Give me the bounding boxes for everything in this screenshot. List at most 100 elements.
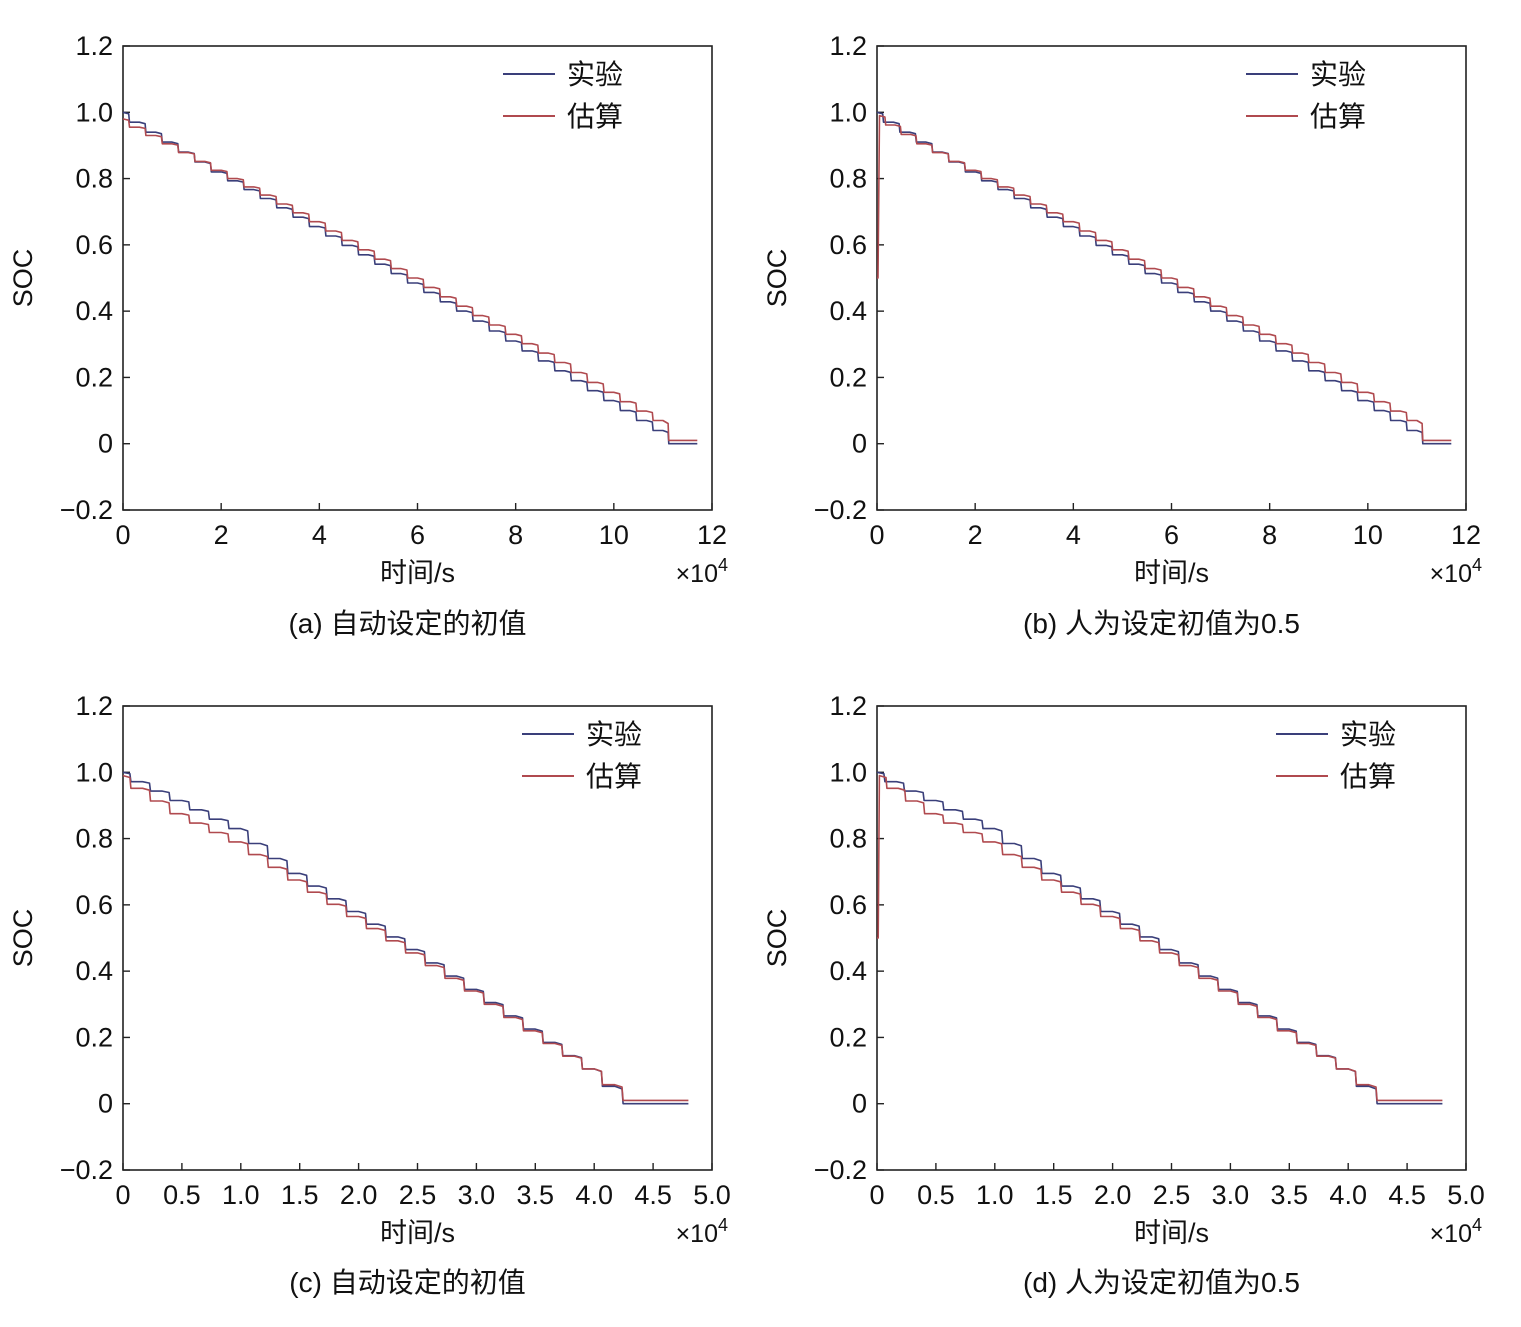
x-tick-label: 4 (1066, 520, 1081, 550)
x-multiplier: ×104 (1430, 1215, 1482, 1248)
x-axis-title: 时间/s (1134, 1218, 1209, 1248)
x-axis-title: 时间/s (1134, 558, 1209, 588)
x-axis-title: 时间/s (380, 1218, 455, 1248)
x-tick-label: 2.0 (340, 1180, 378, 1210)
y-tick-label: 0.4 (75, 296, 113, 326)
y-tick-label: 1.0 (829, 757, 867, 787)
y-tick-label: 0.6 (829, 890, 867, 920)
x-tick-label: 0 (115, 520, 130, 550)
x-tick-label: 4.0 (575, 1180, 613, 1210)
legend-label-1: 估算 (1340, 761, 1396, 792)
y-tick-label: 1.2 (829, 691, 867, 721)
x-multiplier-exp: 4 (718, 1215, 728, 1235)
x-tick-label: 2.0 (1094, 1180, 1132, 1210)
x-multiplier-base: ×10 (676, 560, 718, 588)
series-line-0 (876, 111, 1452, 445)
y-tick-label: 0.4 (75, 956, 113, 986)
x-tick-label: 1.0 (976, 1180, 1014, 1210)
y-tick-label: −0.2 (60, 495, 113, 525)
x-multiplier-exp: 4 (1472, 555, 1482, 575)
y-tick-label: 0.2 (829, 1022, 867, 1052)
x-tick-label: 2.5 (1153, 1180, 1191, 1210)
x-tick-label: 8 (508, 520, 523, 550)
y-tick-label: 0 (98, 1089, 113, 1119)
y-tick-label: 0.8 (75, 824, 113, 854)
x-tick-label: 6 (410, 520, 425, 550)
x-tick-label: 4.5 (1388, 1180, 1426, 1210)
legend-label-1: 估算 (586, 761, 642, 792)
x-tick-label: 12 (697, 520, 727, 550)
y-tick-label: 0.8 (829, 824, 867, 854)
y-tick-label: 0 (852, 429, 867, 459)
x-multiplier-exp: 4 (1472, 1215, 1482, 1235)
y-tick-label: 0 (98, 429, 113, 459)
y-axis-title: SOC (8, 249, 38, 308)
y-tick-label: 0.4 (829, 296, 867, 326)
legend-label-0: 实验 (586, 719, 642, 750)
x-tick-label: 4.0 (1329, 1180, 1367, 1210)
x-tick-label: 1.5 (281, 1180, 319, 1210)
y-tick-label: 1.0 (75, 97, 113, 127)
legend-label-0: 实验 (567, 59, 623, 90)
panel-caption: (d) 人为设定初值为0.5 (1023, 1267, 1300, 1298)
x-tick-label: 3.0 (458, 1180, 496, 1210)
y-tick-label: 0.2 (75, 362, 113, 392)
x-tick-label: 2 (968, 520, 983, 550)
x-tick-label: 3.5 (1271, 1180, 1309, 1210)
x-tick-label: 2.5 (399, 1180, 437, 1210)
x-tick-label: 0 (869, 1180, 884, 1210)
y-axis-title: SOC (762, 909, 792, 968)
x-axis-title: 时间/s (380, 558, 455, 588)
y-tick-label: 0.8 (75, 164, 113, 194)
x-tick-label: 4 (312, 520, 327, 550)
x-tick-label: 10 (599, 520, 629, 550)
chart-panel-3: 1.21.00.80.60.40.20−0.20 0.5 1.0 1.5 2.0 2.5 3… (762, 691, 1485, 1298)
y-tick-label: −0.2 (814, 1155, 867, 1185)
y-tick-label: 0 (852, 1089, 867, 1119)
x-tick-label: 12 (1451, 520, 1481, 550)
x-tick-label: 5.0 (1447, 1180, 1485, 1210)
y-tick-label: 0.6 (75, 890, 113, 920)
x-tick-label: 3.0 (1212, 1180, 1250, 1210)
panel-caption: (b) 人为设定初值为0.5 (1023, 608, 1300, 639)
x-tick-label: 0 (869, 520, 884, 550)
x-tick-label: 1.5 (1035, 1180, 1073, 1210)
y-tick-label: 0.4 (829, 956, 867, 986)
y-axis-title: SOC (8, 909, 38, 968)
x-tick-label: 4.5 (634, 1180, 672, 1210)
x-tick-label: 10 (1353, 520, 1383, 550)
chart-panel-0: 1.21.00.80.60.40.20−0.20 2 4 6 8 10 12×104时间/s… (8, 31, 728, 639)
x-tick-label: 2 (214, 520, 229, 550)
chart-panel-1: 1.21.00.80.60.40.20−0.20 2 4 6 8 10 12×104时间/s… (762, 31, 1482, 639)
x-multiplier: ×104 (1430, 555, 1482, 588)
y-tick-label: 0.6 (75, 230, 113, 260)
y-tick-label: 1.0 (829, 97, 867, 127)
x-multiplier-base: ×10 (676, 1220, 718, 1248)
y-tick-label: 0.6 (829, 230, 867, 260)
y-tick-label: 1.2 (829, 31, 867, 61)
legend-label-0: 实验 (1340, 719, 1396, 750)
x-multiplier-base: ×10 (1430, 1220, 1472, 1248)
x-multiplier: ×104 (676, 1215, 728, 1248)
panel-caption: (a) 自动设定的初值 (288, 608, 526, 639)
x-multiplier-base: ×10 (1430, 560, 1472, 588)
series-line-1 (877, 774, 1443, 1102)
series-line-1 (122, 118, 698, 442)
x-tick-label: 0 (115, 1180, 130, 1210)
x-tick-label: 6 (1164, 520, 1179, 550)
y-tick-label: 0.2 (75, 1022, 113, 1052)
x-tick-label: 1.0 (222, 1180, 260, 1210)
x-tick-label: 3.5 (517, 1180, 555, 1210)
series-line-0 (876, 771, 1443, 1105)
x-tick-label: 0.5 (917, 1180, 955, 1210)
y-axis-title: SOC (762, 249, 792, 308)
x-tick-label: 0.5 (163, 1180, 201, 1210)
legend-label-1: 估算 (1310, 101, 1366, 132)
legend-label-0: 实验 (1310, 59, 1366, 90)
x-tick-label: 8 (1262, 520, 1277, 550)
panel-caption: (c) 自动设定的初值 (289, 1267, 525, 1298)
x-multiplier-exp: 4 (718, 555, 728, 575)
y-tick-label: −0.2 (814, 495, 867, 525)
y-tick-label: −0.2 (60, 1155, 113, 1185)
